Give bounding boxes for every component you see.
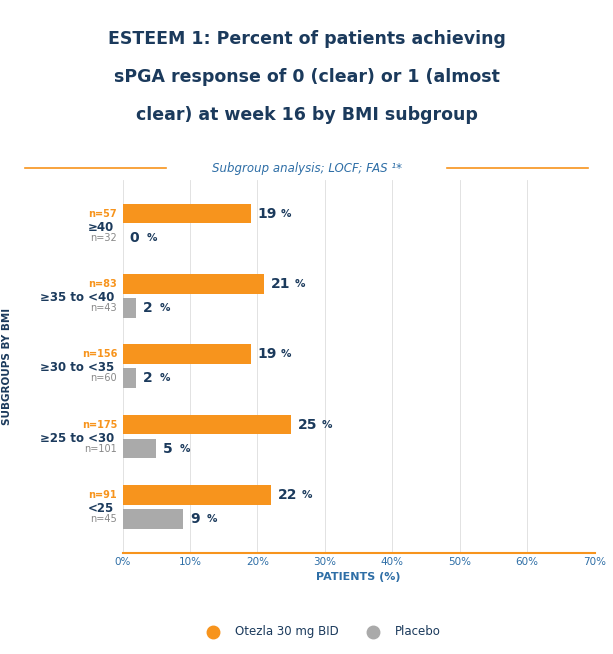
Text: 2: 2 (143, 301, 153, 315)
Text: n=175: n=175 (82, 420, 117, 430)
Bar (123, 415, 291, 434)
X-axis label: PATIENTS (%): PATIENTS (%) (316, 572, 401, 581)
Text: clear) at week 16 by BMI subgroup: clear) at week 16 by BMI subgroup (135, 107, 478, 124)
Text: %: % (147, 233, 157, 243)
Text: 2: 2 (143, 371, 153, 385)
Text: Placebo: Placebo (395, 625, 441, 638)
Text: 21: 21 (271, 277, 291, 291)
Bar (123, 485, 271, 505)
Bar (123, 274, 264, 294)
Text: n=101: n=101 (85, 443, 117, 453)
Text: sPGA response of 0 (clear) or 1 (almost: sPGA response of 0 (clear) or 1 (almost (113, 68, 500, 86)
Text: %: % (159, 303, 170, 313)
Text: n=57: n=57 (89, 209, 117, 218)
Text: SUBGROUPS BY BMI: SUBGROUPS BY BMI (2, 307, 12, 425)
Bar (123, 439, 156, 458)
Bar (123, 368, 136, 388)
Text: ESTEEM 1: Percent of patients achieving: ESTEEM 1: Percent of patients achieving (107, 30, 506, 48)
Text: %: % (294, 279, 305, 289)
Text: %: % (302, 490, 312, 500)
Text: 5: 5 (163, 441, 173, 456)
Text: 22: 22 (278, 488, 297, 502)
Text: 19: 19 (257, 207, 277, 220)
Text: %: % (322, 420, 332, 430)
Bar (123, 298, 136, 318)
Text: 9: 9 (190, 512, 200, 526)
Text: 25: 25 (298, 418, 318, 432)
Text: n=60: n=60 (91, 373, 117, 383)
Text: 0: 0 (129, 230, 139, 245)
Text: %: % (180, 443, 191, 453)
Text: %: % (281, 209, 292, 218)
Text: n=32: n=32 (91, 233, 117, 243)
Bar (123, 509, 183, 528)
Text: n=156: n=156 (82, 349, 117, 359)
Text: %: % (159, 373, 170, 383)
Text: 19: 19 (257, 347, 277, 361)
Text: %: % (207, 514, 218, 524)
Text: Subgroup analysis; LOCF; FAS ¹*: Subgroup analysis; LOCF; FAS ¹* (211, 162, 402, 175)
Text: n=43: n=43 (91, 303, 117, 313)
Text: %: % (281, 349, 292, 359)
Text: Otezla 30 mg BID: Otezla 30 mg BID (235, 625, 338, 638)
Bar (123, 345, 251, 364)
Text: n=83: n=83 (88, 279, 117, 289)
Text: n=45: n=45 (91, 514, 117, 524)
Text: n=91: n=91 (89, 490, 117, 500)
Bar (123, 204, 251, 224)
